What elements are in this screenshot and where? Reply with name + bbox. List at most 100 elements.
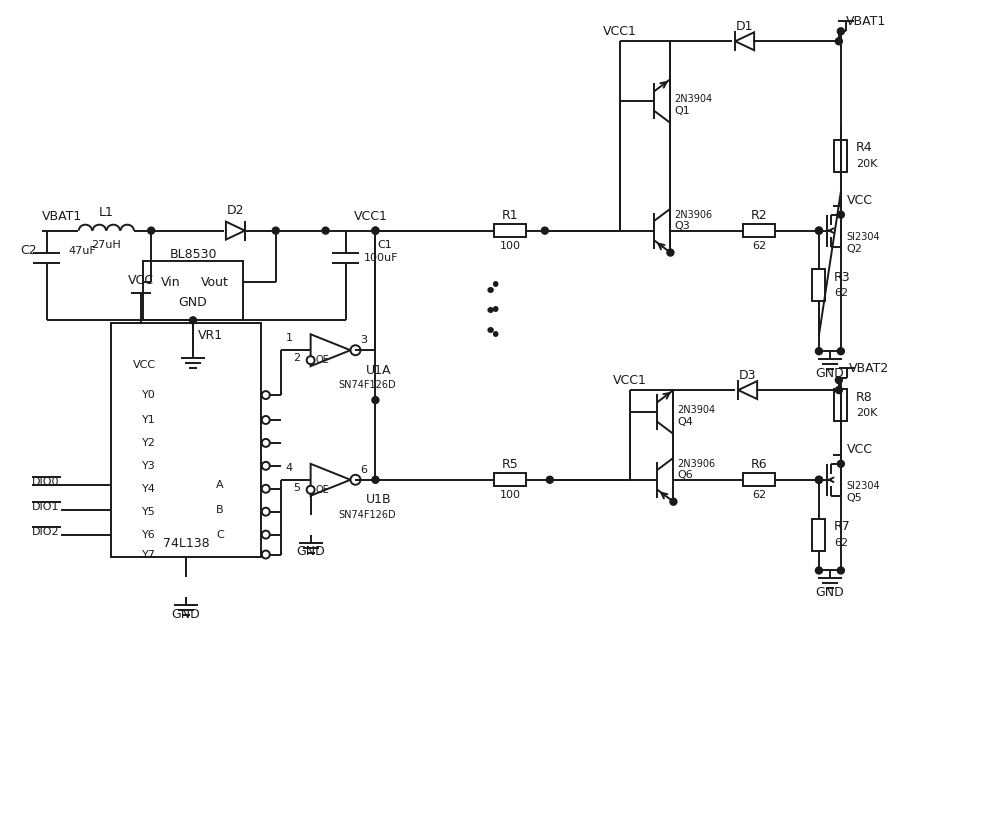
Text: Y5: Y5 (142, 506, 156, 517)
Text: DIO1: DIO1 (32, 501, 59, 511)
Circle shape (322, 227, 329, 234)
Bar (834, 389, 847, 421)
Text: R5: R5 (502, 458, 518, 471)
Bar (494, 473, 526, 486)
Text: 2N3904: 2N3904 (677, 405, 716, 415)
Text: VBAT2: VBAT2 (849, 362, 889, 374)
Circle shape (262, 439, 270, 447)
Text: VBAT1: VBAT1 (846, 15, 886, 28)
Circle shape (262, 461, 270, 470)
Circle shape (262, 391, 270, 399)
Circle shape (148, 227, 155, 234)
Text: •: • (483, 302, 497, 322)
Text: 100: 100 (499, 241, 520, 251)
Text: Q6: Q6 (677, 470, 693, 480)
Text: SN74F126D: SN74F126D (339, 510, 396, 520)
Text: 2N3904: 2N3904 (674, 94, 713, 104)
Circle shape (667, 249, 674, 256)
Text: C1: C1 (377, 240, 392, 250)
Text: SI2304: SI2304 (847, 232, 880, 242)
Text: 62: 62 (752, 241, 766, 251)
Text: 100uF: 100uF (363, 252, 398, 262)
Bar (143, 261, 243, 320)
Text: •: • (489, 276, 501, 295)
Bar (743, 224, 775, 237)
Circle shape (837, 211, 844, 218)
Text: R3: R3 (834, 271, 851, 284)
Circle shape (837, 348, 844, 354)
Text: C: C (216, 530, 224, 540)
Text: Q2: Q2 (847, 243, 863, 253)
Text: U1A: U1A (365, 364, 391, 377)
Text: VCC1: VCC1 (613, 374, 647, 387)
Circle shape (351, 475, 360, 485)
Bar (743, 473, 775, 486)
Circle shape (307, 486, 315, 494)
Circle shape (837, 461, 844, 467)
Text: R7: R7 (834, 520, 851, 533)
Text: R8: R8 (856, 391, 873, 403)
Polygon shape (738, 381, 757, 399)
Text: D1: D1 (735, 20, 753, 33)
Text: Y4: Y4 (142, 484, 156, 494)
Text: 2N3906: 2N3906 (677, 459, 716, 469)
Circle shape (546, 476, 553, 483)
Text: Vout: Vout (201, 276, 229, 289)
Text: •: • (483, 282, 497, 302)
Circle shape (262, 508, 270, 515)
Text: D2: D2 (227, 204, 245, 217)
Circle shape (815, 348, 822, 354)
Text: 27uH: 27uH (91, 240, 121, 250)
Text: R1: R1 (502, 209, 518, 222)
Text: Q5: Q5 (847, 493, 863, 503)
Text: 62: 62 (752, 490, 766, 500)
Text: 20K: 20K (856, 159, 877, 168)
Circle shape (815, 567, 822, 574)
Polygon shape (226, 222, 245, 240)
Circle shape (815, 476, 822, 483)
Text: DIO2: DIO2 (32, 526, 59, 537)
Text: 100: 100 (499, 490, 520, 500)
Circle shape (190, 317, 197, 324)
Bar (812, 270, 825, 301)
Circle shape (262, 550, 270, 559)
Text: 2N3906: 2N3906 (674, 210, 713, 220)
Text: VR1: VR1 (198, 329, 223, 342)
Bar (812, 519, 825, 550)
Text: B: B (216, 505, 224, 515)
Polygon shape (735, 32, 754, 51)
Circle shape (262, 530, 270, 539)
Circle shape (837, 567, 844, 574)
Text: 5: 5 (294, 483, 301, 493)
Circle shape (837, 27, 844, 35)
Text: VCC: VCC (128, 275, 154, 287)
Text: •: • (489, 300, 501, 320)
Text: R6: R6 (751, 458, 767, 471)
Circle shape (372, 227, 379, 234)
Text: 2: 2 (294, 354, 301, 364)
Text: R2: R2 (751, 209, 767, 222)
Circle shape (272, 227, 279, 234)
Circle shape (262, 416, 270, 424)
Polygon shape (311, 334, 351, 366)
Text: VBAT1: VBAT1 (42, 210, 82, 223)
Text: 6: 6 (360, 465, 367, 475)
Text: Q1: Q1 (674, 106, 690, 116)
Text: 20K: 20K (856, 408, 877, 418)
Text: SI2304: SI2304 (847, 481, 880, 491)
Circle shape (541, 227, 548, 234)
Text: VCC: VCC (133, 360, 156, 370)
Text: 62: 62 (834, 288, 848, 299)
Text: 1: 1 (286, 334, 293, 344)
Circle shape (372, 397, 379, 403)
Text: D3: D3 (738, 369, 756, 382)
Text: U1B: U1B (365, 493, 391, 506)
Text: L1: L1 (99, 206, 114, 219)
Text: 74L138: 74L138 (163, 536, 209, 549)
Text: GND: GND (816, 586, 844, 599)
Circle shape (815, 227, 822, 234)
Text: BL8530: BL8530 (169, 248, 217, 261)
Bar (494, 224, 526, 237)
Circle shape (815, 476, 822, 483)
Text: GND: GND (179, 295, 207, 309)
